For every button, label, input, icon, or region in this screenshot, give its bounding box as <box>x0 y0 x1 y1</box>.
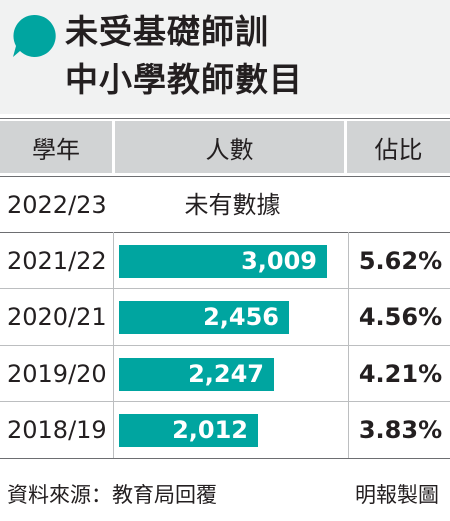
speech-bubble-icon <box>13 14 56 58</box>
row-divider <box>0 288 450 289</box>
row-divider <box>0 232 450 233</box>
column-divider <box>348 232 349 458</box>
count-data-label: 2,247 <box>188 360 264 388</box>
chart-header: 未受基礎師訓 中小學教師數目 <box>0 0 450 114</box>
count-bar <box>119 245 327 278</box>
row-year-label: 2018/19 <box>7 416 107 444</box>
source-note: 資料來源：教育局回覆 <box>7 483 217 507</box>
row-year-label: 2019/20 <box>7 360 107 388</box>
count-data-label: 3,009 <box>241 247 317 275</box>
chart-title-line-1: 未受基礎師訓 <box>65 12 269 51</box>
count-data-label: 2,456 <box>203 303 279 331</box>
row-divider <box>0 401 450 402</box>
table-bottom-rule <box>0 458 450 459</box>
no-data-note: 未有數據 <box>184 191 281 219</box>
row-year-label: 2020/21 <box>7 303 107 331</box>
column-divider <box>113 232 114 458</box>
count-data-label: 2,012 <box>172 416 248 444</box>
footer: 資料來源：教育局回覆 明報製圖 <box>0 466 450 521</box>
header-bottom-rule <box>0 176 450 177</box>
chart-title-line-2: 中小學教師數目 <box>65 60 303 99</box>
share-data-label: 3.83% <box>358 416 443 444</box>
column-header-share: 佔比 <box>347 121 450 173</box>
count-bar <box>119 301 289 334</box>
share-data-label: 4.21% <box>358 360 443 388</box>
row-year-label: 2021/22 <box>7 247 107 275</box>
credit-note: 明報製圖 <box>355 483 439 507</box>
count-bar <box>119 414 258 447</box>
column-header-year: 學年 <box>0 121 112 173</box>
row-divider <box>0 345 450 346</box>
row-year-label: 2022/23 <box>7 191 107 219</box>
count-bar <box>119 358 274 391</box>
column-header-count: 人數 <box>115 121 344 173</box>
table-top-rule <box>0 118 450 119</box>
share-data-label: 5.62% <box>358 247 443 275</box>
share-data-label: 4.56% <box>358 303 443 331</box>
